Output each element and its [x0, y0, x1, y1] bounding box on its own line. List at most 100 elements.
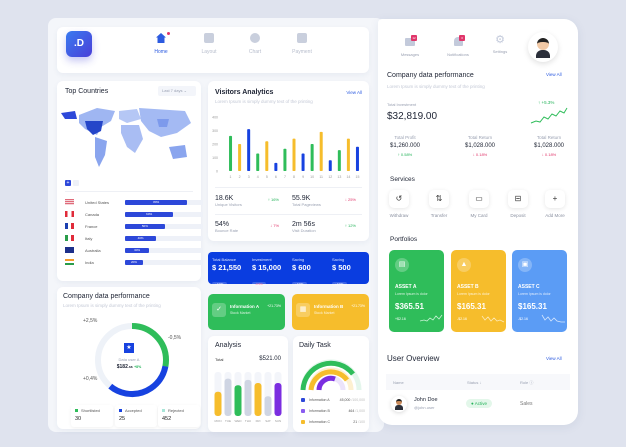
nav-chart[interactable]: Chart [235, 33, 275, 55]
zoom-out-button[interactable] [73, 180, 79, 186]
map-australia [169, 145, 187, 159]
mail-icon [405, 38, 415, 46]
flag-france-icon [65, 223, 74, 229]
country-bar: 30% [125, 248, 150, 253]
section-title: User Overview [387, 354, 440, 363]
bar [283, 148, 287, 171]
analysis-card: Analysis Total $521.00 MON TUE WED THU FRI SA… [208, 336, 288, 432]
x-tick-label: 3 [248, 175, 250, 179]
nav-layout[interactable]: Layout [189, 33, 229, 55]
gear-icon: ⚙ [495, 34, 505, 46]
logo[interactable]: .D [66, 31, 92, 57]
legend-shortlisted: Shortlisted 30 [71, 405, 113, 427]
y-tick-label: 300 [212, 129, 218, 133]
bar [238, 144, 242, 171]
country-bar: 60% [125, 212, 174, 217]
deposit-icon: ⊟ [508, 190, 528, 208]
portfolio-asset-a[interactable]: ▤ ASSET A Lorem Ipsum is dolor $365.51 +$2.1… [389, 250, 444, 332]
card-subtitle: Lorem Ipsum is simply dummy text of the … [63, 303, 161, 308]
view-all-link[interactable]: View All [346, 90, 362, 95]
task-legend-item: Information B 464 /1,000 [301, 409, 365, 414]
plus-icon: + [545, 190, 565, 208]
finance-item: Investment $ 15,000 -0.5% [252, 257, 282, 286]
y-tick-label: 200 [212, 143, 218, 147]
graduation-cap-icon: ▲ [457, 258, 471, 272]
table-row[interactable]: John Doe @john.user ● Active Sales [386, 392, 570, 418]
user-name: John Doe [414, 397, 438, 403]
service-withdraw[interactable]: ↺ Withdraw [386, 190, 412, 218]
service-add-more[interactable]: + Add More [542, 190, 568, 218]
table-header: Name Status ↓ Role ⓘ [386, 374, 570, 390]
x-tick-label: 10 [310, 175, 314, 179]
x-tick-label: 13 [337, 175, 341, 179]
company-performance-card: Company data performance Lorem Ipsum is … [57, 287, 201, 429]
withdraw-icon: ↺ [389, 190, 409, 208]
bar [254, 383, 262, 416]
investment-sparkline [530, 107, 568, 124]
x-tick-label: 14 [346, 175, 350, 179]
info-subtitle: Stock Market [230, 311, 251, 315]
bar [247, 129, 251, 171]
total-label: Total [215, 357, 224, 362]
flag-india-icon [65, 259, 74, 265]
flag-italy-icon [65, 235, 74, 241]
stat-total-pageviews: 55.9K Total Pageviews ↓ 25% [292, 195, 356, 207]
avatar[interactable] [528, 32, 558, 62]
center-value: $182.ss +8% [116, 364, 142, 370]
country-bar: 80% [125, 200, 188, 205]
change-label: +2,5% [83, 318, 98, 324]
bar [292, 138, 296, 171]
kpi-total-profit: Total Profit $1,260.000 ↑ 0.58% [389, 135, 421, 157]
messages-button[interactable]: Messages [395, 34, 425, 57]
map-alaska [61, 111, 77, 119]
portfolio-asset-c[interactable]: ▣ ASSET C Lorem Ipsum is dolor $165.31 -$2.1… [512, 250, 567, 332]
card-title: Top Countries [65, 88, 109, 95]
user-avatar [391, 396, 407, 412]
bar [244, 379, 252, 416]
info-title: Information A [230, 304, 260, 309]
nav-label: Payment [292, 49, 312, 55]
info-change: +21.73% [267, 304, 281, 308]
column-role[interactable]: Role ⓘ [520, 380, 534, 385]
x-tick-label: 4 [257, 175, 259, 179]
bar [346, 138, 350, 171]
settings-button[interactable]: ⚙ Settings [486, 34, 514, 54]
nav-home[interactable]: Home [141, 33, 181, 55]
portfolio-asset-b[interactable]: ▲ ASSET B Lorem Ipsum is dolor $165.31 -$2.1… [451, 250, 506, 332]
service-transfer[interactable]: ⇅ Transfer [426, 190, 452, 218]
kpi-total-return: Total Return $1,028.000 ↓ 0.18% [464, 135, 496, 157]
column-status[interactable]: Status ↓ [467, 380, 482, 385]
zoom-in-button[interactable]: + [65, 180, 71, 186]
x-tick-label: SUN [275, 419, 281, 423]
view-all-link[interactable]: View All [546, 356, 562, 361]
nav-label: Layout [201, 49, 217, 55]
service-my-card[interactable]: ▭ My Card [466, 190, 492, 218]
change-label: +0,4% [83, 376, 98, 382]
document-icon: ▤ [395, 258, 409, 272]
bar [224, 378, 232, 416]
info-subtitle: Stock Market [314, 311, 335, 315]
y-tick-label: 100 [212, 156, 218, 160]
service-deposit[interactable]: ⊟ Deposit [505, 190, 531, 218]
user-handle: @john.user [414, 405, 435, 410]
nav-payment[interactable]: Payment [282, 33, 322, 55]
info-a-card[interactable]: ✓ Information A Stock Market +21.73% [208, 294, 285, 330]
view-all-link[interactable]: View All [546, 72, 562, 77]
bar [355, 146, 359, 171]
x-tick-label: 2 [239, 175, 241, 179]
column-name[interactable]: Name [393, 380, 404, 385]
notifications-badge: 3 [459, 35, 465, 41]
bar [274, 162, 278, 171]
country-row: France 50% [65, 222, 203, 231]
info-b-card[interactable]: ▦ Information B Stock Market +21.73% [292, 294, 369, 330]
stat-unique-visitors: 18.6K Unique Visitors ↑ 16% [215, 195, 279, 207]
x-tick-label: 12 [328, 175, 332, 179]
range-dropdown[interactable]: Last 7 days ⌄ [158, 86, 196, 96]
map-europe [119, 109, 141, 123]
bar [310, 144, 314, 171]
donut-segment-green [95, 323, 169, 397]
bell-icon [453, 37, 463, 46]
stat-visit-duration: 2m 56s Visit Duration ↑ 12% [292, 221, 356, 233]
notifications-button[interactable]: Notifications [440, 34, 476, 57]
